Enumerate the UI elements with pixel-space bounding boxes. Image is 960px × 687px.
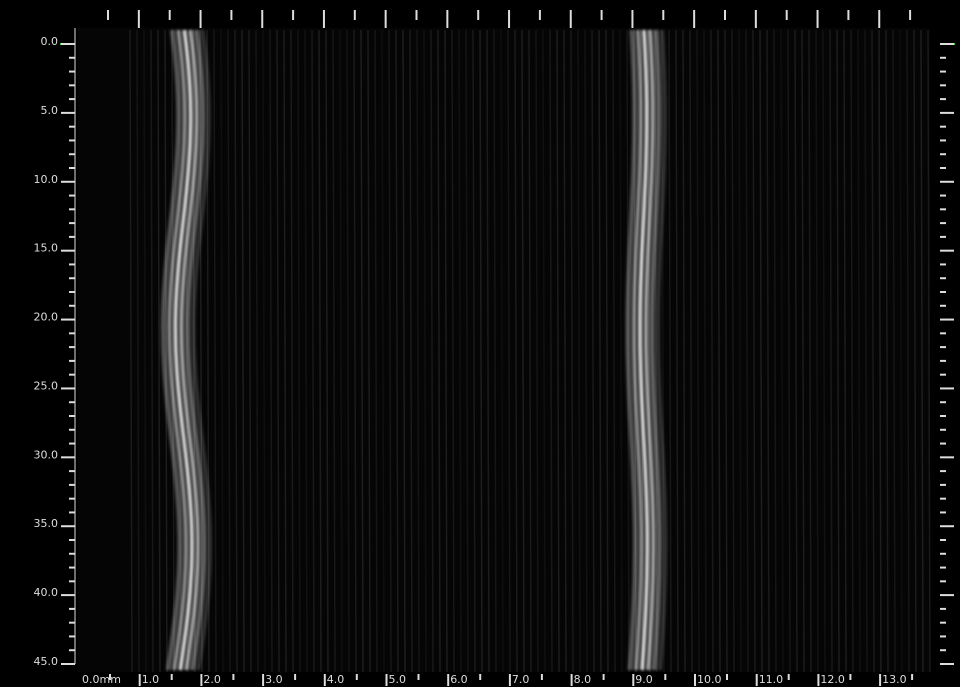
- y-label: 20.0: [34, 311, 59, 324]
- x-label: 12.0: [820, 673, 845, 686]
- noise-lines: [130, 30, 930, 672]
- x-label: 3.0: [265, 673, 283, 686]
- y-label: 5.0: [41, 104, 59, 117]
- y-label: 40.0: [34, 586, 59, 599]
- x-label: 6.0: [450, 673, 468, 686]
- y-label: 25.0: [34, 379, 59, 392]
- x-label: 11.0: [759, 673, 784, 686]
- x-label: 1.0: [142, 673, 160, 686]
- x-label: 7.0: [512, 673, 530, 686]
- x-label: 8.0: [574, 673, 592, 686]
- x-label: 2.0: [203, 673, 221, 686]
- scan-view: 0.0 5.0 10.0 15.0 20.0 25.0 30.0 35.0 40.0 45.0 0.…: [0, 0, 960, 687]
- x-label: 10.0: [697, 673, 722, 686]
- y-label: 30.0: [34, 448, 59, 461]
- x-label: 13.0: [882, 673, 907, 686]
- y-label: 45.0: [34, 655, 59, 668]
- y-label: 10.0: [34, 173, 59, 186]
- x-label: 9.0: [635, 673, 653, 686]
- y-label: 35.0: [34, 517, 59, 530]
- y-label: 15.0: [34, 242, 59, 255]
- y-label: 0.0: [41, 35, 59, 48]
- x-label: 4.0: [327, 673, 345, 686]
- x-label: 5.0: [389, 673, 407, 686]
- x-label: 0.0mm: [82, 673, 121, 686]
